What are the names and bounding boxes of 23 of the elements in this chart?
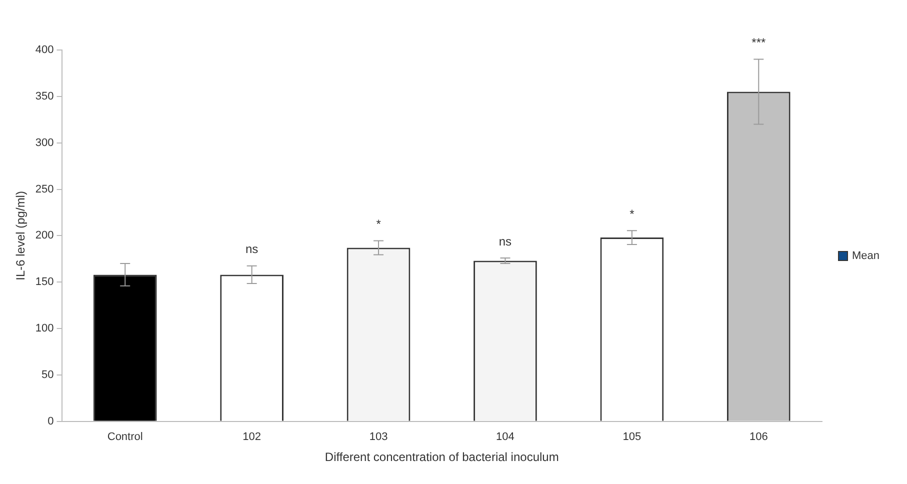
- y-tick-label: 200: [35, 230, 54, 242]
- x-axis-title: Different concentration of bacterial inoculum: [324, 450, 559, 464]
- y-tick-label: 250: [35, 183, 54, 196]
- x-tick-label: 106: [749, 431, 768, 444]
- x-tick-label: 104: [496, 431, 514, 444]
- y-tick-label: 300: [35, 136, 54, 149]
- text: Mean: [852, 250, 880, 262]
- y-tick-label: 100: [35, 322, 54, 335]
- annotation: *: [376, 217, 382, 232]
- y-tick-label: 0: [48, 415, 54, 428]
- y-tick-label: 350: [35, 90, 54, 102]
- annotation: *: [630, 206, 635, 221]
- x-tick-label: 102: [242, 431, 261, 444]
- y-axis-title: IL-6 level (pg/ml): [14, 191, 28, 280]
- annotation: ns: [245, 242, 258, 256]
- x-tick-label: 103: [369, 431, 388, 444]
- annotation: ns: [498, 234, 512, 248]
- x-tick-label: Control: [107, 431, 143, 444]
- y-tick-label: 150: [35, 276, 54, 288]
- y-tick-label: 400: [35, 44, 54, 56]
- y-tick-label: 50: [42, 369, 54, 382]
- annotation: ***: [752, 36, 766, 50]
- x-tick-label: 105: [622, 431, 642, 444]
